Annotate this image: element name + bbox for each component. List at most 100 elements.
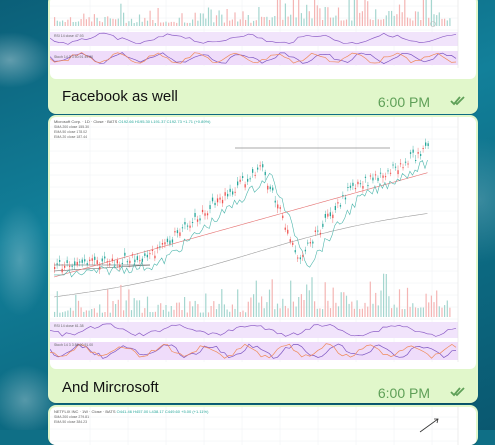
volume-bar	[93, 14, 95, 26]
volume-bar	[316, 308, 318, 317]
candle-body	[111, 258, 113, 261]
volume-bar	[393, 304, 395, 317]
volume-bar	[287, 308, 289, 317]
candle-body	[114, 264, 116, 266]
volume-bar	[295, 17, 297, 26]
volume-bar	[300, 13, 302, 26]
volume-bar	[308, 11, 310, 26]
volume-bar	[197, 304, 199, 317]
volume-bar	[199, 13, 202, 26]
chart-title: Microsoft Corp. · 1D · Close · BATS O192…	[54, 119, 211, 124]
candle-body	[259, 165, 261, 167]
volume-bar	[420, 20, 422, 26]
volume-bar	[85, 310, 87, 317]
candle-body	[342, 195, 344, 196]
volume-bar	[107, 16, 109, 26]
candle-body	[169, 240, 171, 245]
candle-body	[387, 170, 389, 172]
volume-bar	[284, 3, 286, 26]
candle-body	[69, 265, 71, 267]
volume-bar	[54, 17, 56, 26]
candle-body	[161, 243, 164, 245]
candle-body	[394, 166, 397, 168]
indicator-line	[50, 32, 457, 45]
message-bubble-facebook[interactable]: RSI 14 close 47.93 Stoch 14 3 3 50.91 49…	[48, 0, 478, 114]
volume-bar	[446, 300, 448, 317]
candle-body	[352, 182, 354, 186]
candle-body	[131, 254, 133, 256]
volume-bar	[308, 290, 310, 317]
volume-bar	[88, 310, 90, 317]
candle-body	[399, 163, 402, 165]
volume-bar	[101, 312, 103, 317]
volume-bar	[348, 0, 350, 26]
chart-image-microsoft[interactable]: Microsoft Corp. · 1D · Close · BATS O192…	[50, 117, 476, 369]
volume-bar	[446, 20, 448, 26]
volume-bar	[449, 18, 451, 26]
volume-bar	[133, 298, 135, 317]
volume-bar	[284, 305, 286, 317]
chart-image-netflix[interactable]: NETFLIX INC · 1W · Close · BATS O441.46 …	[50, 407, 476, 445]
candle-body	[377, 177, 379, 181]
message-caption: Facebook as well	[62, 88, 178, 105]
candle-body	[186, 225, 189, 227]
volume-bar	[332, 17, 334, 26]
volume-bar	[104, 17, 106, 26]
volume-bar	[83, 13, 85, 26]
volume-bar	[345, 19, 348, 26]
candle-body	[347, 187, 349, 188]
candle-body	[369, 175, 372, 177]
chart-title: NETFLIX INC · 1W · Close · BATS O441.46 …	[54, 409, 209, 414]
indicator-line	[50, 343, 457, 359]
indicator-panel	[50, 342, 458, 360]
volume-bar	[282, 19, 284, 26]
volume-bar	[178, 302, 180, 317]
volume-bar	[324, 282, 326, 317]
chart-image-facebook[interactable]: RSI 14 close 47.93 Stoch 14 3 3 50.91 49…	[50, 0, 476, 79]
scroll-to-latest-icon	[430, 21, 436, 27]
volume-bar	[99, 21, 101, 26]
volume-bar	[210, 9, 212, 26]
candle-body	[181, 227, 184, 229]
volume-bar	[138, 14, 141, 26]
message-bubble-microsoft[interactable]: Microsoft Corp. · 1D · Close · BATS O192…	[48, 115, 478, 403]
volume-bar	[311, 277, 313, 317]
candle-body	[354, 188, 357, 190]
rsi-label: RSI 14 close 61.38	[54, 324, 84, 328]
volume-bar	[398, 4, 401, 26]
volume-bar	[319, 308, 321, 317]
volume-bar	[229, 311, 231, 317]
volume-bar	[101, 22, 103, 26]
volume-bar	[298, 297, 300, 317]
candle-body	[319, 232, 321, 235]
volume-bar	[245, 19, 247, 26]
volume-bar	[388, 296, 390, 317]
candle-body	[367, 185, 369, 187]
volume-bar	[77, 21, 80, 26]
volume-bar	[120, 284, 122, 317]
volume-bar	[444, 18, 446, 26]
candle-body	[201, 209, 204, 213]
candle-body	[134, 259, 136, 263]
volume-bar	[152, 20, 154, 26]
volume-bar	[221, 289, 223, 317]
volume-bar	[56, 291, 58, 317]
message-bubble-netflix[interactable]: NETFLIX INC · 1W · Close · BATS O441.46 …	[48, 405, 478, 445]
volume-bar	[69, 307, 72, 317]
ema-50-line	[53, 172, 428, 278]
volume-bar	[62, 312, 64, 317]
volume-bar	[149, 10, 151, 26]
candle-body	[239, 179, 241, 182]
volume-bar	[396, 307, 398, 317]
candle-body	[232, 191, 234, 195]
arrow-head	[434, 418, 439, 424]
volume-bar	[77, 300, 80, 317]
candle-body	[329, 212, 331, 217]
candle-body	[412, 149, 414, 153]
volume-bar	[226, 309, 228, 317]
volume-bar	[176, 22, 178, 26]
candle-body	[267, 185, 269, 190]
candle-body	[269, 186, 271, 190]
candle-body	[357, 181, 359, 185]
candle-body	[252, 169, 254, 173]
